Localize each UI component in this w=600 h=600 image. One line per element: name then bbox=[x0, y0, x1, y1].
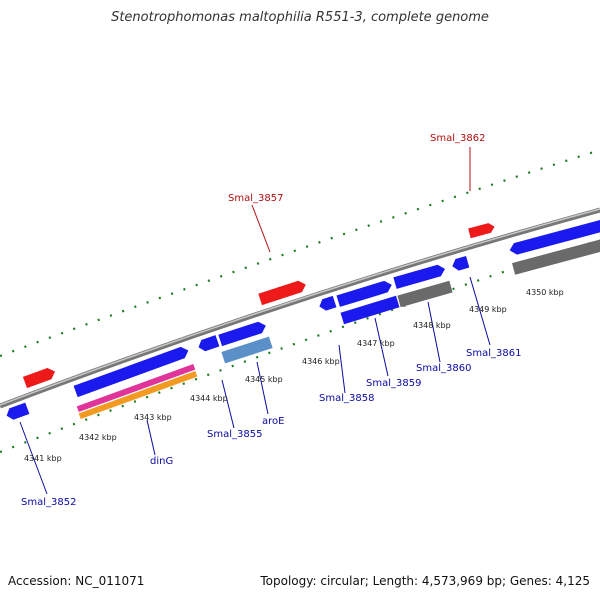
gene-blue-small-1 bbox=[198, 335, 220, 352]
gene-label-smal-3855: Smal_3855 bbox=[207, 429, 262, 440]
gene-blue-dinG bbox=[73, 346, 189, 398]
gene-red-smal-3862 bbox=[468, 223, 495, 239]
upper-tick-track bbox=[0, 148, 600, 358]
leader-smal-3857 bbox=[251, 204, 271, 253]
gene-blue-smal-3861 bbox=[452, 256, 470, 271]
gene-label-smal-3862: Smal_3862 bbox=[430, 133, 485, 144]
gene-label-smal-3860: Smal_3860 bbox=[416, 363, 471, 374]
leader-smal-3855 bbox=[221, 379, 235, 429]
kbp-label-4347: 4347 kbp bbox=[357, 339, 395, 348]
gene-label-smal-3852: Smal_3852 bbox=[21, 497, 76, 508]
gene-label-smal-3857: Smal_3857 bbox=[228, 193, 283, 204]
accession-text: Accession: NC_011071 bbox=[8, 574, 145, 588]
lower-tick-track bbox=[0, 238, 600, 454]
leader-smal-3860 bbox=[427, 301, 441, 363]
gene-grey-right bbox=[512, 239, 600, 275]
gene-blue-right bbox=[509, 219, 600, 255]
gene-blue-upper-3860 bbox=[393, 264, 445, 289]
backbone-line bbox=[0, 207, 600, 409]
gene-steel-aroE bbox=[221, 336, 273, 364]
gene-label-dinG: dinG bbox=[150, 456, 173, 467]
gene-label-smal-3861: Smal_3861 bbox=[466, 348, 521, 359]
gene-blue-smal-3855 bbox=[218, 321, 266, 347]
kbp-label-4342: 4342 kbp bbox=[79, 433, 117, 442]
leader-smal-3861 bbox=[469, 276, 491, 346]
gene-blue-smal-3852 bbox=[6, 402, 30, 420]
kbp-label-4343: 4343 kbp bbox=[134, 413, 172, 422]
gene-red-1 bbox=[22, 367, 56, 389]
gene-blue-smal-3859 bbox=[340, 295, 400, 325]
page-title: Stenotrophomonas maltophilia R551-3, com… bbox=[111, 10, 489, 25]
leader-smal-3859 bbox=[374, 317, 389, 377]
kbp-label-4344: 4344 kbp bbox=[190, 394, 228, 403]
gene-red-smal-3857 bbox=[258, 280, 306, 306]
gene-label-aroE: aroE bbox=[262, 416, 284, 427]
gene-label-smal-3858: Smal_3858 bbox=[319, 393, 374, 404]
kbp-label-4345: 4345 kbp bbox=[245, 375, 283, 384]
topology-text: Topology: circular; Length: 4,573,969 bp… bbox=[260, 574, 590, 588]
kbp-label-4350: 4350 kbp bbox=[526, 288, 564, 297]
kbp-label-4341: 4341 kbp bbox=[24, 454, 62, 463]
leader-aroE bbox=[256, 361, 269, 415]
gene-grey-smal-3860 bbox=[397, 280, 453, 308]
gene-blue-smal-3858 bbox=[336, 280, 392, 307]
gene-blue-small-2 bbox=[319, 295, 337, 311]
gene-label-smal-3859: Smal_3859 bbox=[366, 378, 421, 389]
leader-dinG bbox=[146, 419, 156, 456]
backbone-highlight bbox=[0, 208, 600, 406]
leader-smal-3858 bbox=[338, 344, 346, 394]
kbp-label-4348: 4348 kbp bbox=[413, 321, 451, 330]
gene-orange bbox=[78, 370, 198, 420]
kbp-label-4346: 4346 kbp bbox=[302, 357, 340, 366]
kbp-label-4349: 4349 kbp bbox=[469, 305, 507, 314]
leader-lines bbox=[19, 147, 491, 495]
leader-smal-3852 bbox=[19, 421, 48, 495]
gene-pink bbox=[76, 363, 196, 413]
